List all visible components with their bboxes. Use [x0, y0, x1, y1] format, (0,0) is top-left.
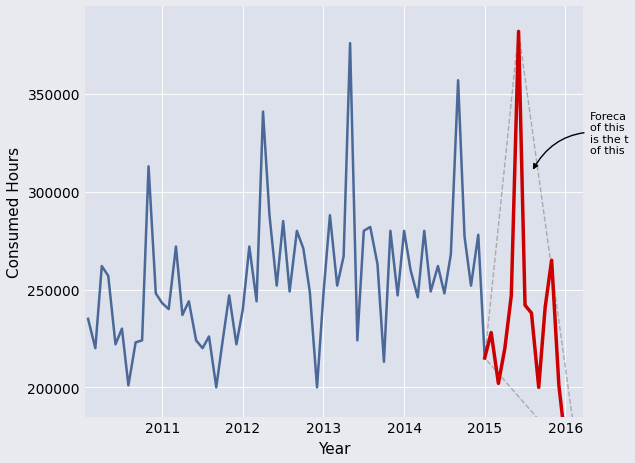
Text: Foreca
of this
is the t
of this: Foreca of this is the t of this [533, 112, 628, 169]
X-axis label: Year: Year [318, 441, 351, 456]
Y-axis label: Consumed Hours: Consumed Hours [7, 146, 22, 277]
